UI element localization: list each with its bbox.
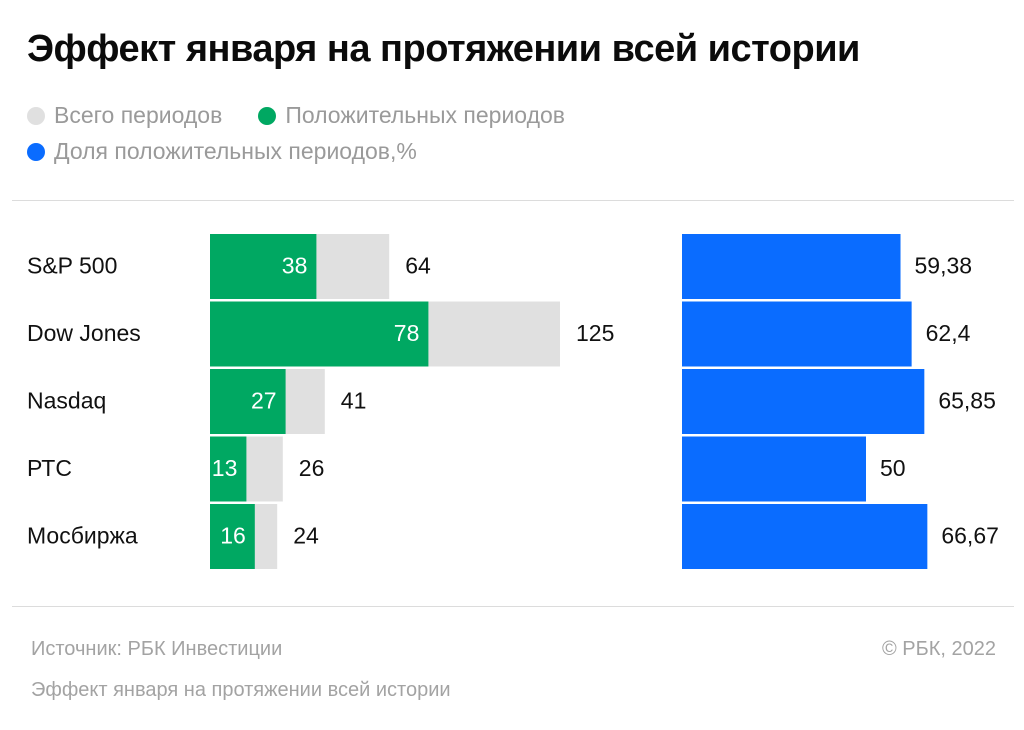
source-note: Источник: РБК Инвестиции bbox=[31, 638, 283, 660]
positive-periods-bar bbox=[210, 301, 429, 367]
caption-note: Эффект января на протяжении всей истории bbox=[31, 679, 451, 701]
category-label: РТС bbox=[27, 455, 72, 481]
share-value-label: 50 bbox=[880, 455, 906, 481]
category-label: S&P 500 bbox=[27, 253, 117, 279]
total-value-label: 64 bbox=[405, 253, 431, 279]
legend-row-1: Всего периодов Положительных периодов bbox=[27, 102, 601, 129]
positive-value-label: 16 bbox=[220, 523, 246, 549]
positive-share-bar bbox=[682, 504, 928, 569]
bottom-divider bbox=[12, 606, 1014, 607]
total-value-label: 26 bbox=[299, 455, 325, 481]
legend-item-positive: Положительных периодов bbox=[258, 102, 565, 129]
legend-row-2: Доля положительных периодов,% bbox=[27, 138, 453, 165]
positive-value-label: 13 bbox=[212, 455, 238, 481]
positive-value-label: 78 bbox=[394, 320, 420, 346]
legend-label-share: Доля положительных периодов,% bbox=[54, 138, 417, 164]
positive-share-bar bbox=[682, 301, 912, 367]
legend-swatch-positive bbox=[258, 106, 277, 125]
positive-periods-bar bbox=[210, 436, 247, 502]
share-value-label: 66,67 bbox=[941, 523, 999, 549]
legend-item-share: Доля положительных периодов,% bbox=[27, 138, 417, 165]
share-value-label: 65,85 bbox=[938, 388, 996, 414]
positive-share-bar bbox=[682, 234, 901, 299]
category-label: Dow Jones bbox=[27, 320, 141, 346]
total-value-label: 41 bbox=[341, 388, 367, 414]
top-divider bbox=[12, 200, 1014, 201]
category-label: Nasdaq bbox=[27, 388, 106, 414]
bar-chart: S&P 500 38 64 59,38 Dow Jones 78 125 62,4 Nasdaq… bbox=[27, 234, 999, 569]
legend-label-total: Всего периодов bbox=[54, 102, 223, 128]
legend-label-positive: Положительных периодов bbox=[285, 102, 566, 128]
legend-swatch-share bbox=[27, 142, 45, 161]
positive-periods-bar bbox=[210, 504, 255, 569]
positive-periods-bar bbox=[210, 369, 286, 434]
total-value-label: 125 bbox=[576, 320, 614, 346]
positive-value-label: 38 bbox=[282, 253, 308, 279]
copyright-note: © РБК, 2022 bbox=[881, 638, 996, 660]
legend-swatch-total bbox=[27, 106, 45, 125]
positive-value-label: 27 bbox=[251, 388, 277, 414]
chart-title: Эффект января на протяжении всей истории bbox=[27, 28, 860, 70]
legend-item-total: Всего периодов bbox=[27, 102, 222, 129]
total-value-label: 24 bbox=[293, 523, 319, 549]
category-label: Мосбиржа bbox=[27, 523, 138, 549]
positive-share-bar bbox=[682, 436, 866, 502]
positive-periods-bar bbox=[210, 234, 317, 299]
positive-share-bar bbox=[682, 369, 925, 434]
share-value-label: 62,4 bbox=[926, 320, 971, 346]
share-value-label: 59,38 bbox=[915, 253, 973, 279]
